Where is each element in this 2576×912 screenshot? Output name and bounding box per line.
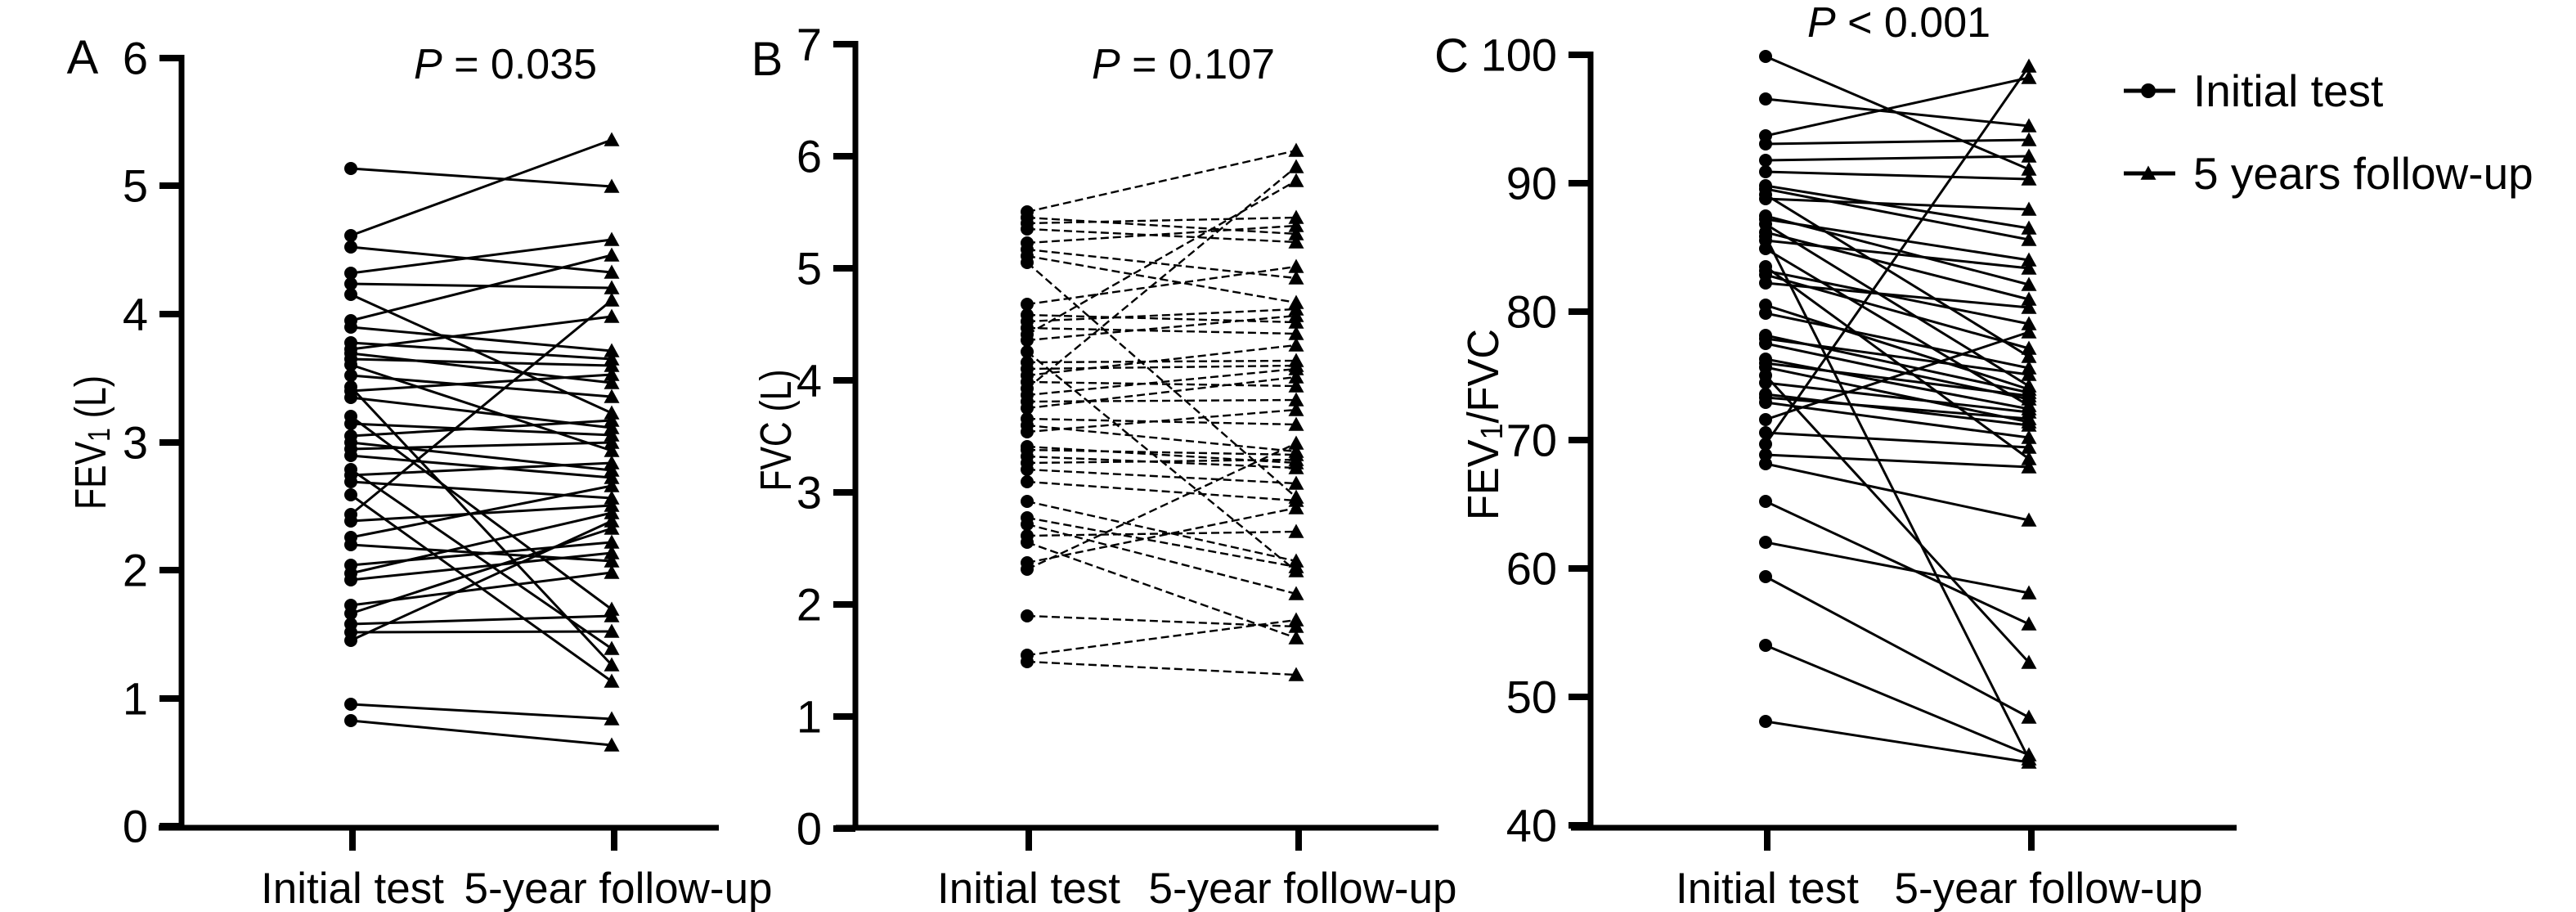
svg-text:6: 6 (123, 33, 148, 84)
svg-text:80: 80 (1506, 286, 1557, 338)
svg-text:0: 0 (123, 801, 148, 852)
svg-text:60: 60 (1506, 543, 1557, 595)
svg-text:100: 100 (1481, 29, 1557, 81)
svg-text:FVC (L): FVC (L) (752, 370, 801, 492)
svg-text:50: 50 (1506, 672, 1557, 723)
svg-text:Initial test: Initial test (937, 865, 1120, 912)
svg-text:Initial test: Initial test (2193, 65, 2383, 116)
svg-text:3: 3 (123, 417, 148, 469)
svg-text:5: 5 (797, 243, 822, 294)
svg-text:6: 6 (797, 131, 822, 182)
svg-text:Initial test: Initial test (1676, 865, 1859, 912)
svg-text:P = 0.107: P = 0.107 (1092, 41, 1275, 88)
svg-text:4: 4 (797, 355, 822, 407)
svg-text:B: B (752, 33, 783, 86)
svg-text:5-year follow-up: 5-year follow-up (1894, 865, 2202, 912)
svg-text:1: 1 (123, 673, 148, 725)
svg-text:5 years follow-up: 5 years follow-up (2193, 148, 2533, 199)
svg-text:FEV1 (L): FEV1 (L) (66, 375, 117, 510)
svg-text:5: 5 (123, 160, 148, 212)
svg-text:P = 0.035: P = 0.035 (414, 41, 597, 88)
svg-text:5-year follow-up: 5-year follow-up (1148, 865, 1456, 912)
svg-text:90: 90 (1506, 158, 1557, 209)
svg-text:2: 2 (123, 545, 148, 596)
svg-text:40: 40 (1506, 800, 1557, 851)
svg-text:3: 3 (797, 467, 822, 519)
svg-text:4: 4 (123, 289, 148, 340)
svg-text:P < 0.001: P < 0.001 (1807, 0, 1990, 47)
svg-text:1: 1 (797, 691, 822, 743)
svg-text:A: A (67, 31, 99, 84)
svg-text:C: C (1434, 29, 1469, 83)
svg-text:5-year follow-up: 5-year follow-up (464, 865, 772, 912)
svg-text:70: 70 (1506, 415, 1557, 466)
svg-text:7: 7 (797, 19, 822, 70)
svg-text:2: 2 (797, 579, 822, 631)
svg-text:0: 0 (797, 803, 822, 855)
svg-text:Initial test: Initial test (261, 865, 444, 912)
